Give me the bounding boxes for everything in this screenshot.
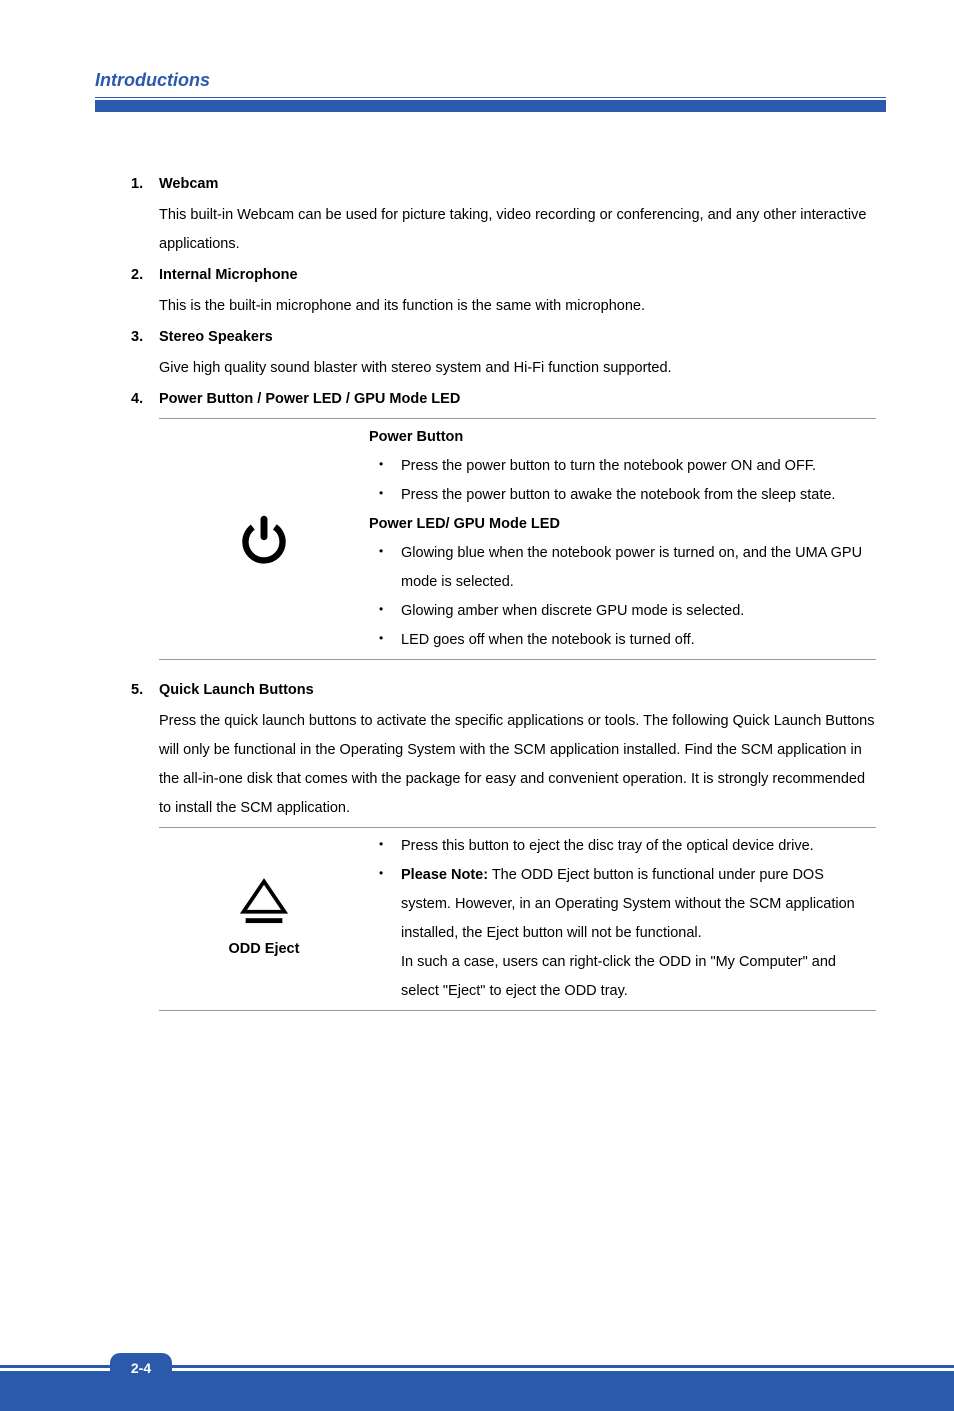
divider (159, 827, 876, 828)
item-description: Give high quality sound blaster with ste… (131, 354, 876, 383)
list-item-1: 1. Webcam (131, 170, 876, 199)
page-footer: 2-4 (0, 1365, 954, 1411)
bullet-item: Glowing blue when the notebook power is … (397, 539, 876, 597)
power-led-bullets: Glowing blue when the notebook power is … (369, 539, 876, 655)
please-note-label: Please Note: (401, 867, 488, 883)
content-area: 1. Webcam This built-in Webcam can be us… (95, 170, 886, 1011)
odd-section: ODD Eject Press this button to eject the… (131, 832, 876, 1006)
item-number: 4. (131, 385, 159, 414)
item-number: 1. (131, 170, 159, 199)
section-header: Introductions (95, 70, 886, 91)
item-description: Press the quick launch buttons to activa… (131, 707, 876, 823)
item-number: 3. (131, 323, 159, 352)
item-title: Internal Microphone (159, 261, 298, 290)
power-icon-column (159, 423, 369, 655)
item-number: 2. (131, 261, 159, 290)
footer-bar: 2-4 (0, 1371, 954, 1411)
bullet-item: LED goes off when the notebook is turned… (397, 626, 876, 655)
odd-bullets: Press this button to eject the disc tray… (369, 832, 876, 1006)
page-number-badge: 2-4 (110, 1353, 172, 1383)
item-title: Stereo Speakers (159, 323, 273, 352)
list-item-3: 3. Stereo Speakers (131, 323, 876, 352)
power-icon (235, 510, 293, 568)
bullet-item: Press this button to eject the disc tray… (397, 832, 876, 861)
divider (159, 418, 876, 419)
odd-eject-label: ODD Eject (229, 935, 300, 964)
bullet-item: Press the power button to awake the note… (397, 481, 876, 510)
power-led-heading: Power LED/ GPU Mode LED (369, 510, 876, 539)
divider (159, 659, 876, 660)
power-button-bullets: Press the power button to turn the noteb… (369, 452, 876, 510)
power-text-column: Power Button Press the power button to t… (369, 423, 876, 655)
header-rule-thin (95, 97, 886, 98)
bullet-item: Please Note: The ODD Eject button is fun… (397, 861, 876, 1006)
item-description: This built-in Webcam can be used for pic… (131, 201, 876, 259)
item-number: 5. (131, 676, 159, 705)
please-note-extra: In such a case, users can right-click th… (401, 954, 836, 999)
item-description: This is the built-in microphone and its … (131, 292, 876, 321)
bullet-item: Glowing amber when discrete GPU mode is … (397, 597, 876, 626)
odd-icon-column: ODD Eject (159, 832, 369, 1006)
list-item-2: 2. Internal Microphone (131, 261, 876, 290)
item-title: Webcam (159, 170, 218, 199)
divider (159, 1010, 876, 1011)
item-title: Quick Launch Buttons (159, 676, 314, 705)
odd-text-column: Press this button to eject the disc tray… (369, 832, 876, 1006)
bullet-item: Press the power button to turn the noteb… (397, 452, 876, 481)
eject-icon (237, 875, 291, 929)
header-rule-thick (95, 100, 886, 112)
power-section: Power Button Press the power button to t… (131, 423, 876, 655)
list-item-4: 4. Power Button / Power LED / GPU Mode L… (131, 385, 876, 414)
list-item-5: 5. Quick Launch Buttons (131, 676, 876, 705)
power-button-heading: Power Button (369, 423, 876, 452)
item-title: Power Button / Power LED / GPU Mode LED (159, 385, 460, 414)
